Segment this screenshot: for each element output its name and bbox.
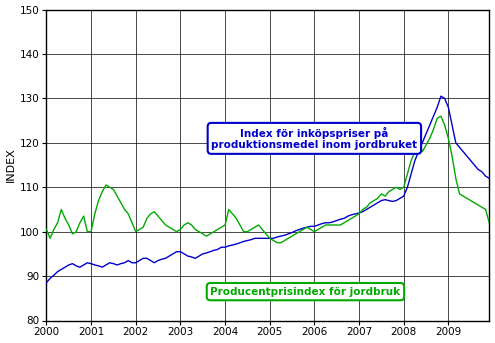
- Y-axis label: INDEX: INDEX: [5, 147, 15, 182]
- Text: Index för inköpspriser på
produktionsmedel inom jordbruket: Index för inköpspriser på produktionsmed…: [211, 127, 417, 150]
- Text: Producentprisindex för jordbruk: Producentprisindex för jordbruk: [210, 287, 400, 297]
